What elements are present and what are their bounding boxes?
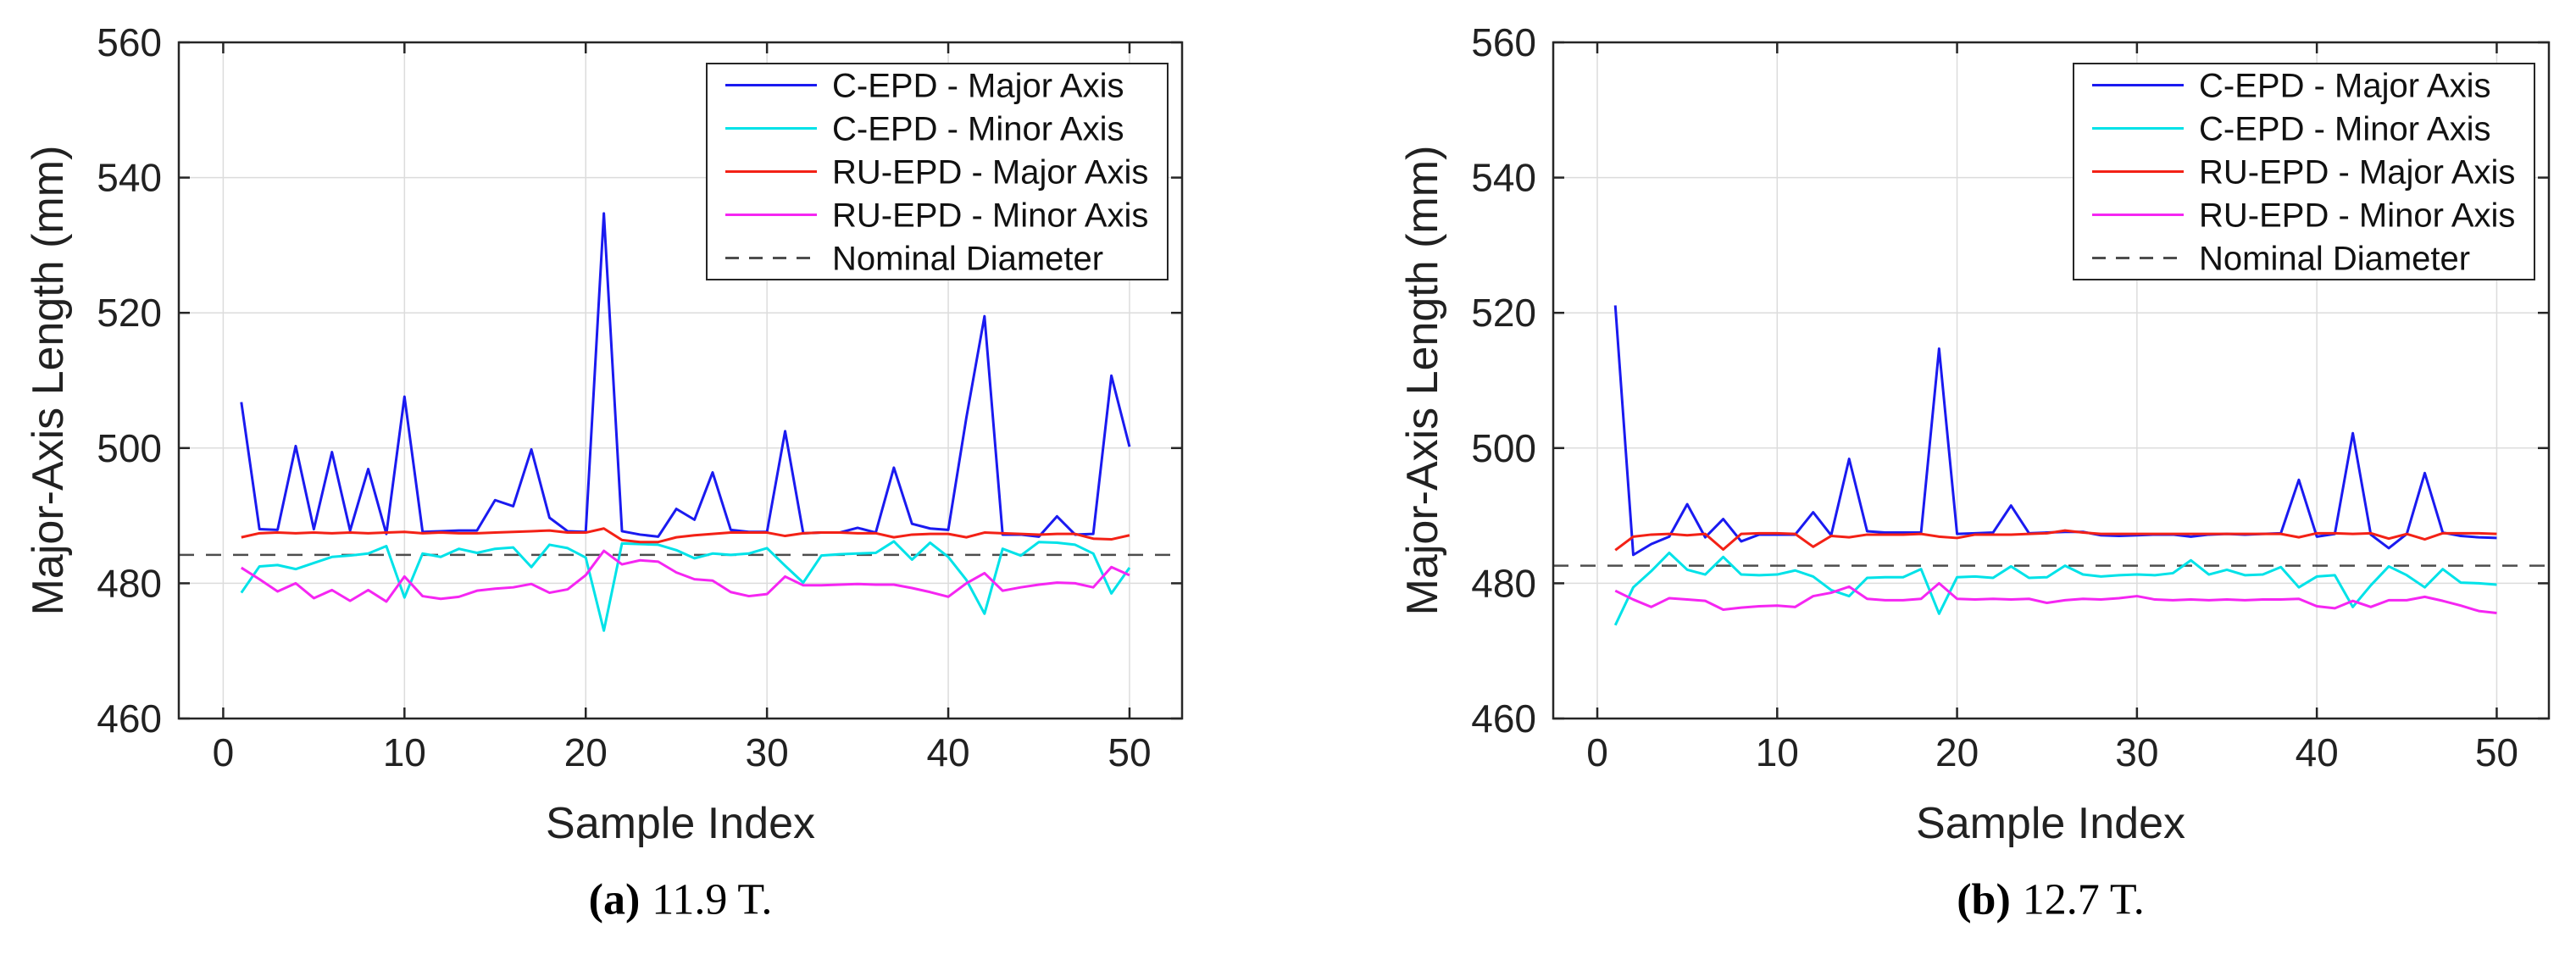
- panel-b-tick-marks: [1553, 41, 2549, 720]
- panel-b: 0 10 20 30 40 50 460 480 500 520 540 560 C-EPD - Maj…: [1471, 20, 2551, 774]
- panel-b-series-ru-epd-minor-axis: [1614, 581, 2497, 615]
- svg-text:40: 40: [926, 730, 969, 774]
- svg-text:40: 40: [2296, 730, 2339, 774]
- svg-text:20: 20: [1935, 730, 1979, 774]
- panel-a-series-c-epd-minor-axis: [240, 540, 1131, 632]
- x-axis-label-panel-b: Sample Index: [1916, 799, 2185, 848]
- panel-a-axes-frame: [177, 41, 1184, 720]
- legend-label-c-epd-major-axis: C-EPD - Major Axis: [2199, 68, 2491, 105]
- svg-text:460: 460: [1471, 696, 1536, 741]
- svg-text:480: 480: [1471, 561, 1536, 605]
- svg-text:540: 540: [1471, 156, 1536, 200]
- svg-text:460: 460: [97, 696, 162, 741]
- x-axis-label-panel-a: Sample Index: [546, 799, 815, 848]
- panel-a-series-ru-epd-major-axis: [241, 527, 1130, 544]
- panel-b-tick-labels: 0 10 20 30 40 50 460 480 500 520 540 560: [1471, 20, 2518, 774]
- svg-text:540: 540: [97, 156, 162, 200]
- svg-text:520: 520: [1471, 291, 1536, 335]
- panel-a-legend: C-EPD - Major Axis C-EPD - Minor Axis RU-E…: [706, 63, 1169, 280]
- svg-text:30: 30: [746, 730, 789, 774]
- caption-panel-a: (a) 11.9 T.: [589, 875, 773, 925]
- panel-a-tick-marks: [179, 41, 1182, 720]
- panel-b-legend: C-EPD - Major Axis C-EPD - Minor Axis RU-E…: [2073, 63, 2535, 280]
- panel-a-series-ru-epd-minor-axis: [240, 549, 1130, 603]
- y-axis-label-panel-a: Major-Axis Length (mm): [24, 145, 73, 616]
- legend-label-ru-epd-minor-axis: RU-EPD - Minor Axis: [832, 197, 1148, 235]
- legend-label-ru-epd-major-axis: RU-EPD - Major Axis: [832, 154, 1148, 191]
- legend-label-c-epd-major-axis: C-EPD - Major Axis: [832, 68, 1124, 105]
- svg-text:560: 560: [1471, 20, 1536, 64]
- caption-panel-b: (b) 12.7 T.: [1957, 875, 2145, 925]
- legend-label-c-epd-minor-axis: C-EPD - Minor Axis: [2199, 111, 2491, 148]
- legend-label-c-epd-minor-axis: C-EPD - Minor Axis: [832, 111, 1124, 148]
- svg-text:0: 0: [1586, 730, 1608, 774]
- svg-text:20: 20: [564, 730, 608, 774]
- svg-text:10: 10: [383, 730, 426, 774]
- svg-text:500: 500: [97, 426, 162, 470]
- panel-a: 0 10 20 30 40 50 460 480 500 520 540 560 C-EPD - Maj…: [97, 20, 1184, 774]
- y-axis-label-panel-b: Major-Axis Length (mm): [1398, 145, 1447, 616]
- svg-text:0: 0: [213, 730, 235, 774]
- svg-text:520: 520: [97, 291, 162, 335]
- panel-a-tick-labels: 0 10 20 30 40 50 460 480 500 520 540 560: [97, 20, 1151, 774]
- svg-text:50: 50: [1108, 730, 1151, 774]
- svg-text:30: 30: [2115, 730, 2158, 774]
- svg-text:560: 560: [97, 20, 162, 64]
- panel-a-series-c-epd-major-axis: [240, 212, 1131, 538]
- panel-b-series-ru-epd-major-axis: [1614, 529, 2497, 552]
- panel-b-axes-frame: [1552, 41, 2551, 720]
- svg-text:480: 480: [97, 561, 162, 605]
- legend-label-ru-epd-minor-axis: RU-EPD - Minor Axis: [2199, 197, 2515, 235]
- caption-a-marker: (a): [588, 875, 641, 924]
- legend-label-ru-epd-major-axis: RU-EPD - Major Axis: [2199, 154, 2515, 191]
- caption-b-marker: (b): [1957, 875, 2011, 924]
- svg-text:500: 500: [1471, 426, 1536, 470]
- legend-label-nominal-diameter: Nominal Diameter: [832, 241, 1103, 278]
- svg-text:50: 50: [2475, 730, 2518, 774]
- caption-b-text: 12.7 T.: [2022, 875, 2145, 924]
- svg-text:10: 10: [1756, 730, 1799, 774]
- legend-label-nominal-diameter: Nominal Diameter: [2199, 241, 2470, 278]
- caption-a-text: 11.9 T.: [652, 875, 773, 924]
